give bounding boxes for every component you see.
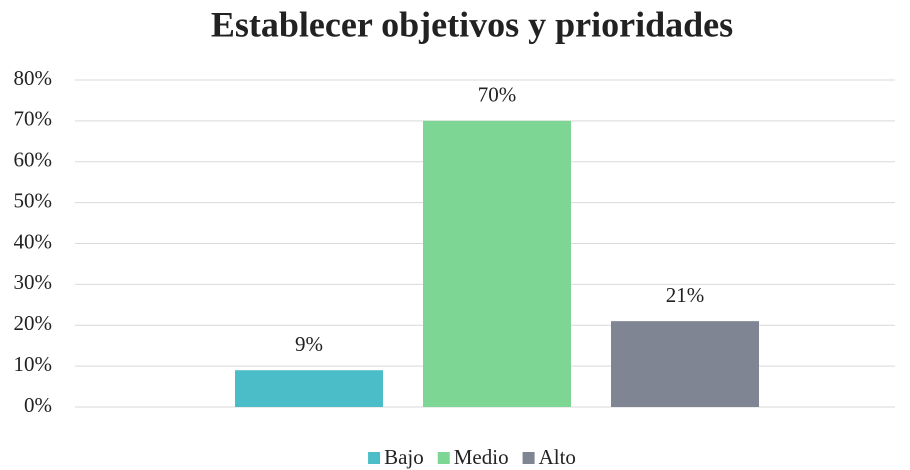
y-tick-label: 80% xyxy=(14,66,53,90)
y-tick-label: 50% xyxy=(14,188,53,212)
data-label: 21% xyxy=(666,283,705,307)
chart-title: Establecer objetivos y prioridades xyxy=(211,4,733,44)
legend-label: Alto xyxy=(539,445,576,469)
y-tick-label: 0% xyxy=(24,393,52,417)
bar xyxy=(235,370,383,407)
y-tick-label: 30% xyxy=(14,270,53,294)
y-tick-label: 10% xyxy=(14,352,53,376)
y-tick-label: 60% xyxy=(14,148,53,172)
y-tick-label: 70% xyxy=(14,107,53,131)
bar xyxy=(423,120,571,407)
legend-swatch xyxy=(437,452,450,464)
bar xyxy=(611,321,759,407)
data-label: 70% xyxy=(478,83,517,107)
y-tick-label: 40% xyxy=(14,229,53,253)
legend-swatch xyxy=(368,452,381,464)
legend-label: Bajo xyxy=(384,445,424,469)
data-label: 9% xyxy=(295,332,323,356)
y-tick-label: 20% xyxy=(14,311,53,335)
legend-label: Medio xyxy=(454,445,509,469)
legend-swatch xyxy=(522,452,535,464)
